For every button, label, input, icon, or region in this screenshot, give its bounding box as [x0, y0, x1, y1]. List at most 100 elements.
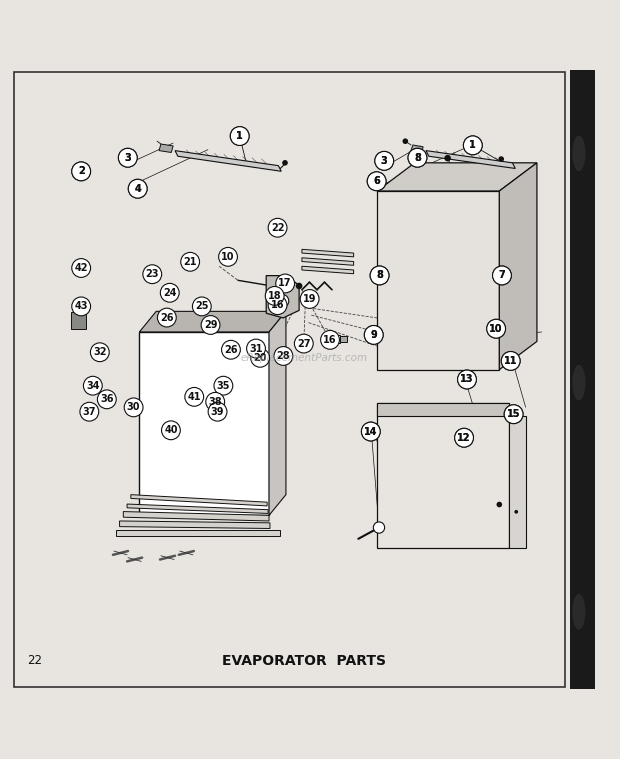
- Text: 8: 8: [414, 153, 421, 162]
- Circle shape: [276, 294, 289, 307]
- Circle shape: [408, 148, 427, 167]
- Circle shape: [208, 402, 227, 421]
- Circle shape: [492, 266, 512, 285]
- Circle shape: [367, 172, 386, 191]
- Text: 11: 11: [504, 356, 518, 366]
- Bar: [71, 312, 86, 329]
- Polygon shape: [131, 495, 267, 506]
- Text: 6: 6: [373, 176, 380, 186]
- Bar: [140, 332, 269, 515]
- Circle shape: [504, 405, 523, 424]
- Circle shape: [454, 428, 474, 447]
- Text: 18: 18: [268, 291, 281, 301]
- Circle shape: [265, 286, 284, 305]
- Circle shape: [365, 326, 383, 345]
- Circle shape: [80, 402, 99, 421]
- Text: 26: 26: [160, 313, 174, 323]
- Circle shape: [458, 370, 476, 389]
- Circle shape: [454, 428, 474, 447]
- Bar: [377, 402, 509, 416]
- Text: 38: 38: [208, 397, 222, 407]
- Circle shape: [72, 162, 91, 181]
- Circle shape: [72, 297, 91, 316]
- Polygon shape: [159, 144, 173, 153]
- Circle shape: [402, 138, 408, 144]
- Text: 27: 27: [297, 339, 311, 348]
- Bar: [509, 416, 526, 548]
- Bar: [340, 335, 347, 342]
- Polygon shape: [127, 504, 268, 513]
- Circle shape: [502, 351, 520, 370]
- Text: 3: 3: [381, 156, 388, 165]
- Circle shape: [91, 343, 109, 361]
- Circle shape: [502, 351, 520, 370]
- Text: 10: 10: [489, 323, 503, 334]
- Text: 10: 10: [221, 252, 235, 262]
- Circle shape: [230, 127, 249, 146]
- Circle shape: [487, 320, 505, 338]
- Text: 1: 1: [236, 131, 243, 141]
- Polygon shape: [120, 521, 270, 528]
- Circle shape: [161, 283, 179, 302]
- Circle shape: [72, 162, 91, 181]
- Circle shape: [370, 266, 389, 285]
- Circle shape: [128, 179, 147, 198]
- Ellipse shape: [572, 365, 585, 401]
- Circle shape: [294, 334, 313, 353]
- Circle shape: [221, 340, 241, 359]
- Circle shape: [361, 422, 380, 441]
- Circle shape: [206, 392, 224, 411]
- Circle shape: [118, 148, 137, 167]
- Circle shape: [498, 156, 504, 162]
- Text: 10: 10: [489, 323, 503, 334]
- Circle shape: [97, 390, 116, 409]
- Circle shape: [214, 376, 232, 395]
- Text: 9: 9: [370, 330, 377, 340]
- Text: 12: 12: [458, 433, 471, 442]
- Polygon shape: [140, 311, 286, 332]
- Text: 34: 34: [86, 381, 100, 391]
- Circle shape: [219, 247, 237, 266]
- Polygon shape: [377, 191, 499, 370]
- Polygon shape: [116, 531, 280, 536]
- Circle shape: [274, 347, 293, 365]
- Text: 26: 26: [224, 345, 237, 354]
- Circle shape: [276, 274, 294, 293]
- Text: 30: 30: [127, 402, 140, 412]
- Ellipse shape: [572, 136, 585, 172]
- Text: 3: 3: [125, 153, 131, 162]
- Circle shape: [515, 510, 518, 514]
- Text: 12: 12: [458, 433, 471, 442]
- Text: 42: 42: [74, 263, 88, 273]
- Circle shape: [250, 348, 270, 367]
- Circle shape: [504, 405, 523, 424]
- Text: 19: 19: [303, 294, 316, 304]
- Circle shape: [408, 148, 427, 167]
- Text: 14: 14: [364, 427, 378, 436]
- Text: 39: 39: [211, 407, 224, 417]
- Text: 3: 3: [125, 153, 131, 162]
- Bar: [570, 70, 595, 689]
- Circle shape: [463, 136, 482, 155]
- Polygon shape: [302, 258, 353, 266]
- Text: 1: 1: [236, 131, 243, 141]
- Circle shape: [282, 160, 288, 165]
- Text: 22: 22: [27, 654, 42, 667]
- Text: 32: 32: [93, 348, 107, 357]
- Circle shape: [268, 296, 287, 314]
- Text: 3: 3: [381, 156, 388, 165]
- Text: 28: 28: [277, 351, 290, 361]
- Polygon shape: [175, 150, 281, 172]
- Text: 15: 15: [507, 409, 520, 419]
- Text: 25: 25: [195, 301, 208, 311]
- Text: 6: 6: [373, 176, 380, 186]
- Circle shape: [118, 148, 137, 167]
- Circle shape: [497, 502, 502, 507]
- Circle shape: [321, 330, 339, 349]
- Circle shape: [361, 422, 380, 441]
- Circle shape: [192, 297, 211, 316]
- Ellipse shape: [572, 594, 585, 630]
- Text: 8: 8: [376, 270, 383, 280]
- Text: 31: 31: [249, 344, 263, 354]
- Text: 1: 1: [469, 140, 476, 150]
